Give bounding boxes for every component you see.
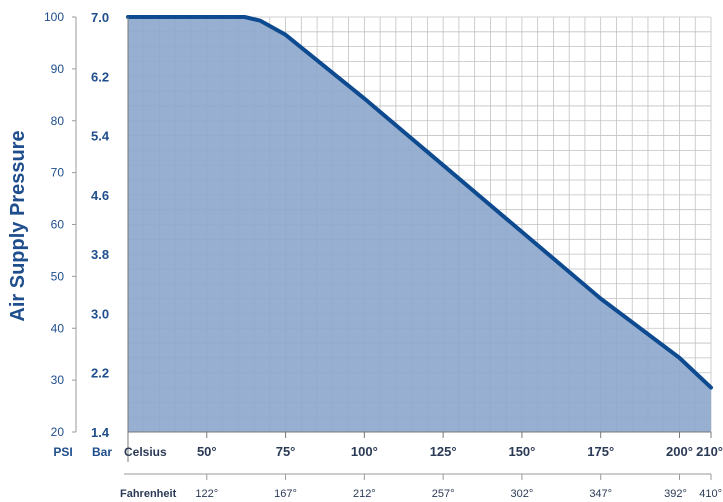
psi-tick-label: 90 [51,62,65,76]
psi-tick-label: 20 [51,425,65,439]
bar-tick-label: 4.6 [91,188,109,203]
psi-tick-label: 30 [51,373,65,387]
celsius-tick-label: 210° [696,444,723,459]
celsius-tick-label: 200° [666,444,693,459]
fahrenheit-tick-label: 392° [664,488,687,500]
bar-tick-label: 2.2 [91,366,109,381]
fahrenheit-tick-label: 302° [511,488,534,500]
psi-tick-label: 40 [51,321,65,335]
fahrenheit-unit-label: Fahrenheit [120,488,177,500]
celsius-axis-ticks: 50° 75° 100° 125° 150° 175° 200° 210° [197,432,723,459]
celsius-tick-label: 50° [197,444,217,459]
psi-axis-ticks: 20 30 40 50 60 70 80 90 100 [44,10,76,439]
operating-area-fill [128,17,711,432]
bar-tick-label: 7.0 [91,10,109,25]
celsius-tick-label: 125° [430,444,457,459]
fahrenheit-tick-label: 167° [274,488,297,500]
psi-tick-label: 100 [44,10,64,24]
max-pressure-curve [126,15,713,390]
psi-tick-label: 60 [51,218,65,232]
celsius-tick-label: 150° [508,444,535,459]
bar-tick-label: 5.4 [91,129,110,144]
fahrenheit-tick-label: 347° [589,488,612,500]
bar-unit-label: Bar [92,445,112,459]
y-axis-title: Air Supply Pressure [7,130,29,321]
bar-tick-label: 6.2 [91,69,109,84]
psi-tick-label: 70 [51,166,65,180]
bar-tick-label: 3.0 [91,306,109,321]
celsius-tick-label: 100° [351,444,378,459]
bar-axis-ticks: 1.4 2.2 3.0 3.8 4.6 5.4 6.2 7.0 [91,10,110,440]
bar-tick-label: 1.4 [91,425,110,440]
fahrenheit-axis-ticks: 122° 167° 212° 257° 302° 347° 392° 410° [195,474,722,500]
celsius-tick-label: 175° [587,444,614,459]
fahrenheit-tick-label: 410° [699,488,722,500]
fahrenheit-tick-label: 257° [432,488,455,500]
celsius-unit-label: Celsius [124,445,167,459]
bar-tick-label: 3.8 [91,247,109,262]
psi-tick-label: 50 [51,269,65,283]
fahrenheit-tick-label: 122° [195,488,218,500]
celsius-tick-label: 75° [276,444,296,459]
psi-unit-label: PSI [53,445,72,459]
fahrenheit-tick-label: 212° [353,488,376,500]
psi-tick-label: 80 [51,114,65,128]
